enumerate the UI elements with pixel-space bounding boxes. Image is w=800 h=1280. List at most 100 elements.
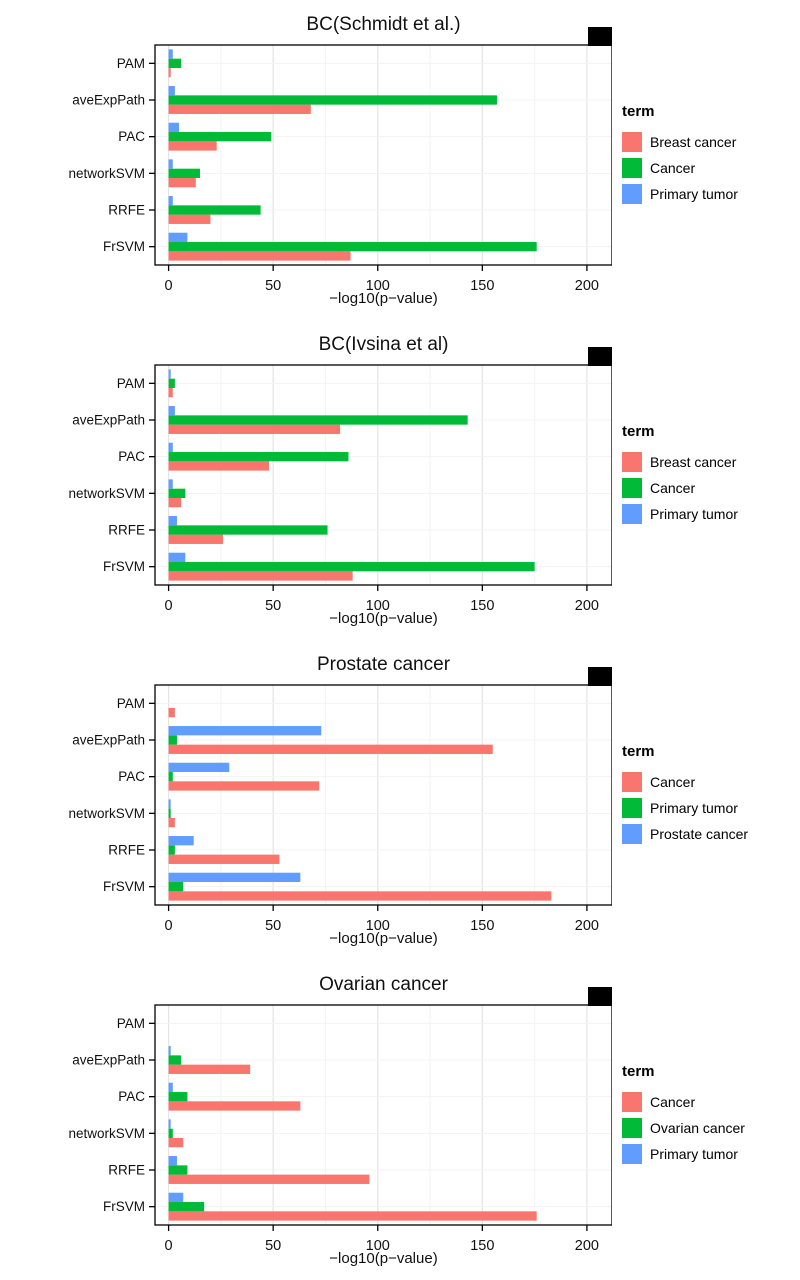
y-category-label: aveExpPath xyxy=(72,93,145,108)
bar-ovarian-cancer-RRFE xyxy=(168,1165,188,1175)
legend: term Breast cancer Cancer Primary tumor xyxy=(622,423,738,527)
bar-ovarian-cancer-networkSVM xyxy=(168,1128,173,1138)
bar-cancer-FrSVM xyxy=(168,891,552,901)
y-category-label: FrSVM xyxy=(103,1199,145,1214)
legend-swatch xyxy=(622,1092,642,1112)
bar-primary-tumor-RRFE xyxy=(168,1156,177,1166)
legend-label: Primary tumor xyxy=(650,506,738,522)
chart-panel: 0 50 100 150 200 PAM aveExpPath PAC networkSVM RR… xyxy=(68,44,612,294)
panel-corner-artifact xyxy=(588,27,612,46)
legend-label: Cancer xyxy=(650,480,696,496)
chart-ovarian: Ovarian cancer 0 50 100 150 200 PAM aveExpPath… xyxy=(0,960,800,1280)
x-tick-label: 150 xyxy=(470,1238,494,1254)
legend-label: Prostate cancer xyxy=(650,826,749,842)
legend-label: Cancer xyxy=(650,774,696,790)
bar-prostate-cancer-aveExpPath xyxy=(168,726,322,736)
x-tick-label: 50 xyxy=(265,1238,281,1254)
bar-cancer-PAC xyxy=(168,132,272,142)
bar-cancer-PAC xyxy=(168,452,349,462)
bar-primary-tumor-RRFE xyxy=(168,196,173,206)
legend-item: Cancer xyxy=(622,475,738,501)
bar-cancer-RRFE xyxy=(168,525,328,535)
bar-primary-tumor-aveExpPath xyxy=(168,1046,171,1056)
chart-bc-schmidt: BC(Schmidt et al.) 0 50 100 150 200 PAM aveExp… xyxy=(0,0,800,320)
bar-primary-tumor-RRFE xyxy=(168,516,177,526)
legend-swatch xyxy=(622,504,642,524)
bar-prostate-cancer-FrSVM xyxy=(168,872,301,883)
bar-primary-tumor-networkSVM xyxy=(168,1119,171,1129)
x-tick-label: 200 xyxy=(575,918,599,934)
chart-panel: 0 50 100 150 200 PAM aveExpPath PAC networkSVM RR… xyxy=(68,1004,612,1254)
chart-bc-ivsina: BC(Ivsina et al) 0 50 100 150 200 PAM aveExpPa… xyxy=(0,320,800,640)
x-tick-label: 150 xyxy=(470,918,494,934)
bar-primary-tumor-PAM xyxy=(168,369,171,379)
legend-label: Ovarian cancer xyxy=(650,1120,745,1136)
chart-panel: 0 50 100 150 200 PAM aveExpPath PAC networkSVM RR… xyxy=(68,364,612,614)
x-axis-label: −log10(p−value) xyxy=(329,930,438,947)
y-category-label: RRFE xyxy=(108,1163,145,1178)
legend-swatch xyxy=(622,158,642,178)
legend-swatch xyxy=(622,824,642,844)
bar-primary-tumor-aveExpPath xyxy=(168,406,175,416)
x-tick-label: 50 xyxy=(265,598,281,614)
bar-breast-cancer-aveExpPath xyxy=(168,104,311,114)
legend: term Cancer Ovarian cancer Primary tumor xyxy=(622,1063,745,1167)
chart-title: BC(Schmidt et al.) xyxy=(306,14,461,35)
y-category-label: PAC xyxy=(118,1089,145,1104)
bar-cancer-FrSVM xyxy=(168,1211,537,1221)
panel-border xyxy=(154,364,612,586)
bar-cancer-aveExpPath xyxy=(168,744,493,754)
bar-primary-tumor-PAC xyxy=(168,442,173,453)
legend-item: Prostate cancer xyxy=(622,821,748,847)
bar-cancer-RRFE xyxy=(168,1174,370,1184)
y-category-label: PAM xyxy=(117,376,145,391)
bar-primary-tumor-networkSVM xyxy=(168,808,171,818)
y-category-label: PAM xyxy=(117,1016,145,1031)
x-tick-label: 100 xyxy=(366,918,390,934)
y-category-label: PAM xyxy=(117,696,145,711)
y-category-label: RRFE xyxy=(108,843,145,858)
x-tick-label: 100 xyxy=(366,598,390,614)
bar-primary-tumor-networkSVM xyxy=(168,479,173,489)
bar-breast-cancer-PAC xyxy=(168,461,269,471)
x-tick-label: 0 xyxy=(165,598,173,614)
bar-primary-tumor-FrSVM xyxy=(168,882,184,892)
x-tick-label: 50 xyxy=(265,278,281,294)
bar-cancer-RRFE xyxy=(168,205,261,215)
legend-label: Primary tumor xyxy=(650,186,738,202)
bar-ovarian-cancer-PAC xyxy=(168,1092,188,1102)
bar-primary-tumor-RRFE xyxy=(168,845,175,855)
legend-title: term xyxy=(622,423,655,440)
bar-breast-cancer-networkSVM xyxy=(168,497,182,508)
legend-item: Breast cancer xyxy=(622,129,738,155)
legend-item: Breast cancer xyxy=(622,449,738,475)
y-category-label: PAM xyxy=(117,56,145,71)
legend-item: Primary tumor xyxy=(622,501,738,527)
bar-breast-cancer-RRFE xyxy=(168,214,211,224)
legend-swatch xyxy=(622,1144,642,1164)
x-tick-label: 0 xyxy=(165,278,173,294)
bar-cancer-PAM xyxy=(168,378,175,388)
panel-border xyxy=(154,44,612,266)
chart-title: Prostate cancer xyxy=(316,654,451,675)
chart-prostate: Prostate cancer 0 50 100 150 200 PAM aveExpPat… xyxy=(0,640,800,960)
bar-cancer-networkSVM xyxy=(168,817,175,828)
bar-breast-cancer-PAM xyxy=(168,67,171,78)
legend-item: Primary tumor xyxy=(622,1141,745,1167)
bar-primary-tumor-aveExpPath xyxy=(168,86,175,96)
legend-label: Cancer xyxy=(650,1094,696,1110)
legend-swatch xyxy=(622,1118,642,1138)
legend-title: term xyxy=(622,743,655,760)
legend-item: Ovarian cancer xyxy=(622,1115,745,1141)
x-tick-label: 0 xyxy=(165,1238,173,1254)
x-tick-label: 0 xyxy=(165,918,173,934)
legend: term Cancer Primary tumor Prostate cance… xyxy=(622,743,748,847)
bar-cancer-PAC xyxy=(168,781,320,791)
legend-swatch xyxy=(622,184,642,204)
bar-cancer-networkSVM xyxy=(168,168,200,178)
bar-prostate-cancer-RRFE xyxy=(168,836,194,846)
bar-cancer-PAM xyxy=(168,707,175,718)
legend-label: Breast cancer xyxy=(650,134,737,150)
y-category-label: networkSVM xyxy=(68,486,145,501)
bar-cancer-networkSVM xyxy=(168,1137,184,1148)
